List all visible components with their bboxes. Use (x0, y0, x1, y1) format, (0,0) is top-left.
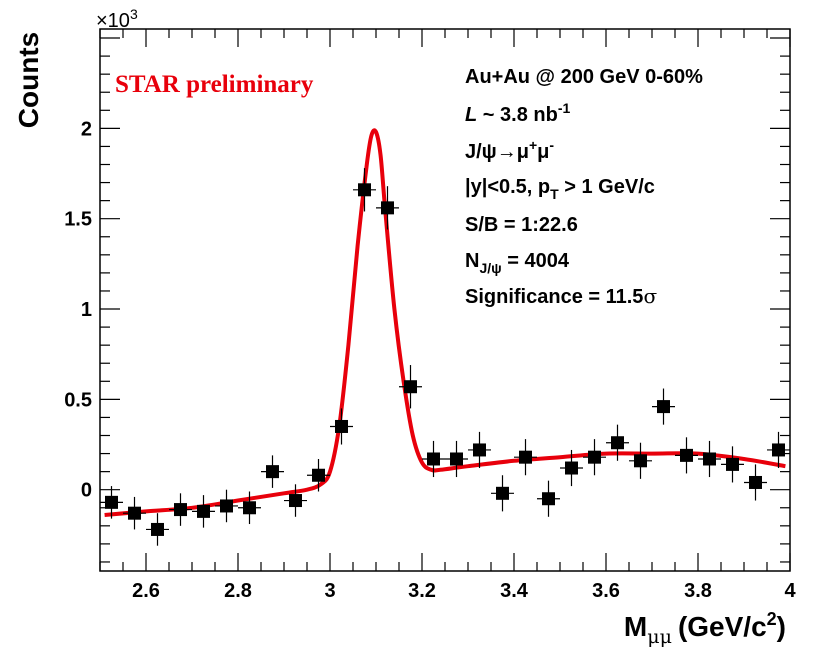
x-tick-label: 2.6 (132, 580, 160, 602)
data-marker (174, 503, 187, 517)
y-tick-label: 1 (81, 299, 92, 321)
data-marker (519, 450, 532, 464)
y-tick-label: 0.5 (64, 389, 92, 411)
data-point (169, 493, 192, 526)
data-point (353, 168, 376, 212)
data-point (514, 439, 537, 476)
data-marker (358, 183, 371, 197)
data-point (491, 475, 514, 512)
plot-frame (99, 28, 791, 572)
y-tick-label: 1.5 (64, 209, 92, 231)
annotation-luminosity: L ~ 3.8 nb-1 (465, 100, 570, 126)
data-marker (427, 452, 440, 466)
data-marker (542, 492, 555, 506)
x-tick-label: 3.4 (500, 580, 529, 602)
data-point (698, 440, 721, 478)
data-point (399, 365, 422, 409)
y-axis-label: Counts (13, 32, 44, 128)
data-marker (151, 522, 164, 536)
fit-curve (104, 128, 786, 517)
x-tick-label: 2.8 (224, 580, 252, 602)
data-point (721, 446, 744, 483)
data-points (100, 168, 790, 546)
data-point (445, 440, 468, 478)
annotation-signal-background: S/B = 1:22.6 (465, 214, 578, 236)
data-marker (657, 400, 670, 414)
data-point (468, 431, 491, 469)
data-marker (335, 419, 348, 433)
data-marker (450, 452, 463, 466)
y-tick-label: 2 (81, 118, 92, 140)
y-axis-ticks: 0 0.5 1 1.5 2 (64, 37, 790, 563)
x-tick-label: 3.2 (408, 580, 436, 602)
data-marker (496, 486, 509, 500)
x-tick-label: 3.6 (592, 580, 620, 602)
data-marker (634, 454, 647, 468)
data-point (238, 491, 261, 525)
data-point (652, 388, 675, 425)
data-point (100, 486, 123, 519)
data-marker (726, 457, 739, 471)
data-marker (680, 448, 693, 462)
data-point (675, 437, 698, 474)
data-marker (565, 461, 578, 475)
x-axis-ticks: 2.6 2.8 3 3.2 3.4 3.6 3.8 4 (99, 29, 796, 602)
data-marker (381, 201, 394, 215)
data-marker (105, 495, 118, 509)
data-marker (243, 501, 256, 515)
data-point (767, 431, 790, 469)
data-point (284, 484, 307, 517)
annotation-system: Au+Au @ 200 GeV 0-60% (465, 66, 703, 88)
annotation-yield: NJ/ψ = 4004 (465, 250, 570, 276)
x-tick-label: 3.8 (684, 580, 712, 602)
data-point (192, 495, 215, 528)
data-point (123, 496, 146, 530)
data-point (583, 439, 606, 476)
data-point (744, 464, 767, 501)
data-point (215, 489, 238, 523)
annotation-decay: J/ψ→μ+μ- (465, 137, 554, 163)
data-marker (749, 475, 762, 489)
data-marker (266, 465, 279, 479)
data-point (146, 513, 169, 546)
annotation-cuts: |y|<0.5, pT > 1 GeV/c (465, 176, 655, 202)
data-marker (197, 504, 210, 518)
data-marker (611, 436, 624, 450)
data-marker (703, 452, 716, 466)
data-point (376, 186, 399, 230)
y-multiplier: ×103 (96, 6, 138, 32)
data-marker (289, 494, 302, 508)
data-marker (220, 499, 233, 513)
x-tick-label: 3 (324, 580, 335, 602)
data-point (422, 440, 445, 478)
data-marker (588, 450, 601, 464)
data-point (261, 455, 284, 488)
y-tick-label: 0 (81, 480, 92, 502)
data-point (537, 480, 560, 517)
data-point (629, 442, 652, 479)
data-marker (128, 506, 141, 520)
star-preliminary-label: STAR preliminary (115, 71, 314, 98)
data-point (606, 424, 629, 461)
x-tick-label: 4 (784, 580, 796, 602)
data-point (330, 408, 353, 445)
data-marker (772, 443, 785, 457)
x-axis-label: Mμμ (GeV/c2) (624, 609, 786, 648)
annotation-significance: Significance = 11.5σ (465, 284, 657, 308)
data-marker (312, 468, 325, 482)
data-marker (473, 443, 486, 457)
data-point (307, 458, 330, 492)
data-marker (404, 380, 417, 394)
data-point (560, 449, 583, 487)
